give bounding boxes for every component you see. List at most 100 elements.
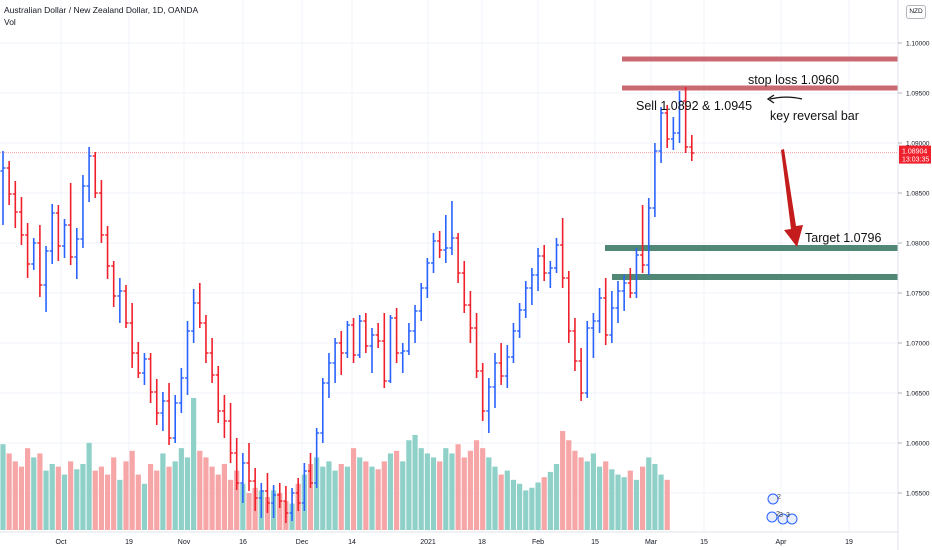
volume-bar <box>264 497 271 530</box>
ohlc-bar <box>258 483 264 518</box>
volume-bar <box>129 450 135 530</box>
support-zone-upper[interactable] <box>605 245 898 251</box>
stop-loss-annotation[interactable]: stop loss 1.0960 <box>748 73 839 87</box>
volume-bar <box>486 457 492 530</box>
ohlc-bars <box>0 87 695 523</box>
volume-bar <box>547 471 553 530</box>
time-tick-label: Mar <box>645 539 658 546</box>
ohlc-bar <box>123 285 129 328</box>
volume-bar <box>523 490 529 530</box>
volume-bar <box>510 479 517 530</box>
marker-icon[interactable] <box>766 511 778 523</box>
ohlc-bar <box>455 233 461 283</box>
volume-bar <box>449 453 455 530</box>
ohlc-bar <box>178 368 184 413</box>
ohlc-bar <box>98 180 104 243</box>
ohlc-bar <box>271 485 277 518</box>
ohlc-bar <box>590 313 596 358</box>
volume-bar <box>104 474 111 530</box>
symbol-title[interactable]: Australian Dollar / New Zealand Dollar, … <box>4 5 199 15</box>
price-tick-label: 1.06000 <box>906 441 930 448</box>
ohlc-bar <box>517 303 523 338</box>
ohlc-bar <box>431 233 436 273</box>
volume-bar <box>215 474 221 530</box>
ohlc-bar <box>424 258 430 298</box>
marker-icon[interactable] <box>786 513 798 525</box>
volume-bar <box>627 470 633 530</box>
ohlc-bar <box>277 483 283 508</box>
volume-bar <box>148 464 154 530</box>
target-annotation[interactable]: Target 1.0796 <box>805 231 881 245</box>
ohlc-bar <box>633 248 639 298</box>
resistance-zone-lower[interactable] <box>622 85 898 91</box>
volume-bar <box>646 457 652 530</box>
ohlc-bar <box>621 275 627 311</box>
ohlc-bar <box>320 378 326 443</box>
ohlc-bar <box>203 315 209 363</box>
ohlc-bar <box>197 283 203 328</box>
time-axis[interactable]: Oct 19 Nov 16 Dec 14 2021 18 Feb 15 Mar 15 Apr 19 <box>56 539 853 546</box>
ohlc-bar <box>240 453 246 503</box>
time-tick-label: Apr <box>776 539 788 546</box>
marker-icon[interactable] <box>767 493 779 505</box>
volume-bar <box>412 434 418 530</box>
volume-bar <box>473 440 480 530</box>
volume-bar <box>37 453 43 530</box>
ohlc-bar <box>295 478 301 511</box>
ohlc-bar <box>289 488 295 521</box>
volume-bar <box>326 461 332 530</box>
sell-annotation[interactable]: Sell 1.0892 & 1.0945 <box>636 99 752 113</box>
last-price-value: 1.08904 <box>902 149 927 156</box>
volume-bar <box>184 457 191 530</box>
ohlc-bar <box>12 181 18 228</box>
event-markers[interactable]: 2 2 3 3 <box>766 493 798 525</box>
target-down-arrow[interactable] <box>781 149 803 247</box>
volume-bar <box>529 487 535 530</box>
ohlc-bar <box>209 338 215 383</box>
ohlc-bar <box>18 197 24 245</box>
ohlc-bar <box>172 395 178 443</box>
price-axis[interactable]: 1.10000 1.09500 1.09000 1.08500 1.08000 1.075… <box>898 41 930 498</box>
volume-bar <box>160 453 166 530</box>
ohlc-bar <box>148 353 154 403</box>
price-tick-label: 1.06500 <box>906 391 930 398</box>
volume-bar <box>603 461 609 530</box>
price-tick-label: 1.09500 <box>906 91 930 98</box>
volume-bar <box>74 469 80 530</box>
volume-bar <box>381 461 387 530</box>
ohlc-bar <box>615 281 621 323</box>
ohlc-bar <box>375 323 381 348</box>
volume-bar <box>203 457 209 530</box>
price-tick-label: 1.08500 <box>906 191 930 198</box>
key-reversal-annotation[interactable]: key reversal bar <box>770 109 859 123</box>
volume-bar <box>504 470 510 530</box>
ohlc-bar <box>154 379 160 425</box>
volume-bar <box>80 464 86 530</box>
currency-badge[interactable]: NZD <box>906 5 926 19</box>
ohlc-bar <box>92 152 98 198</box>
volume-bar <box>49 464 55 530</box>
volume-bar <box>61 474 68 530</box>
support-zone-lower[interactable] <box>612 274 898 280</box>
price-tick-label: 1.07000 <box>906 341 930 348</box>
ohlc-bar <box>314 428 320 488</box>
reversal-pointer-arrow[interactable] <box>769 96 803 100</box>
volume-bar <box>178 448 184 530</box>
volume-bar <box>31 457 37 530</box>
price-tick-label: 1.09000 <box>906 141 930 148</box>
ohlc-bar <box>640 205 646 273</box>
ohlc-bar <box>584 321 590 398</box>
resistance-zone-upper[interactable] <box>622 56 898 62</box>
time-tick-label: 15 <box>591 539 599 546</box>
volume-indicator-label[interactable]: Vol <box>4 17 16 27</box>
ohlc-bar <box>141 353 147 385</box>
volume-bar <box>277 493 283 530</box>
volume-bar <box>430 457 437 530</box>
price-tick-label: 1.07500 <box>906 291 930 298</box>
ohlc-bar <box>135 342 141 378</box>
ohlc-bar <box>252 468 258 511</box>
volume-bar <box>517 483 523 530</box>
ohlc-bar <box>215 366 221 423</box>
price-tick-label: 1.08000 <box>906 241 930 248</box>
